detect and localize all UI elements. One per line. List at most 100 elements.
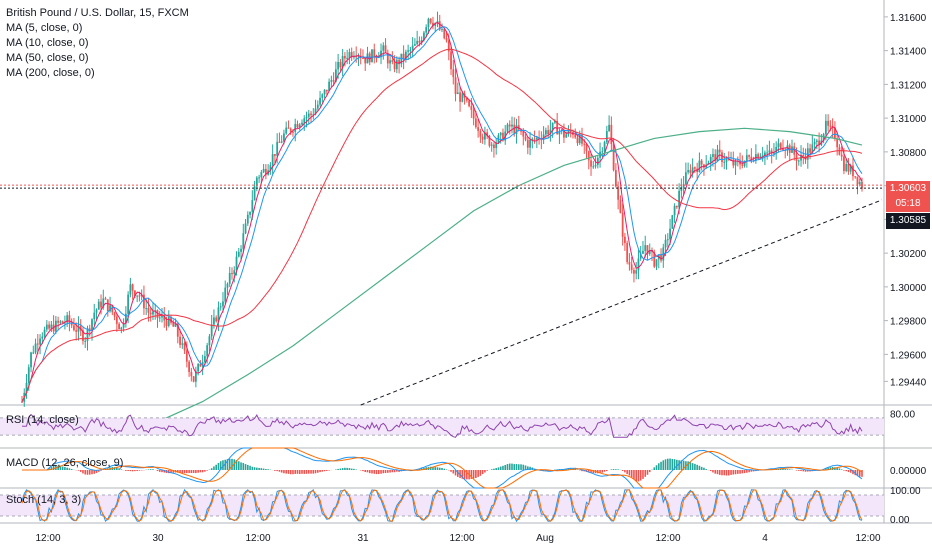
macd-histogram-bar — [574, 469, 577, 470]
macd-histogram-bar — [612, 469, 615, 470]
candle-body — [271, 154, 274, 166]
candle-body — [513, 124, 516, 134]
candle-body — [770, 150, 773, 154]
macd-histogram-bar — [125, 470, 127, 471]
macd-histogram-bar — [504, 464, 507, 470]
legend-ma5[interactable]: MA (5, close, 0) — [6, 22, 83, 34]
macd-histogram-bar — [836, 467, 838, 470]
candle-body — [75, 330, 78, 332]
macd-histogram-bar — [481, 470, 484, 475]
candle-body — [745, 155, 748, 161]
candle-body — [174, 323, 177, 327]
candle-body — [646, 245, 649, 254]
candle-body — [122, 323, 125, 328]
rsi-label[interactable]: RSI (14, close) — [6, 414, 79, 426]
candle-body — [583, 143, 586, 145]
macd-histogram-bar — [648, 470, 651, 473]
macd-histogram-bar — [639, 470, 642, 481]
candle-body — [664, 239, 667, 248]
candle-body — [472, 109, 475, 119]
macd-histogram-bar — [515, 464, 518, 470]
macd-label[interactable]: MACD (12, 26, close, 9) — [6, 457, 124, 469]
candle-body — [836, 138, 839, 148]
candle-body — [341, 55, 344, 68]
macd-histogram-bar — [522, 464, 525, 470]
legend-ma200[interactable]: MA (200, close, 0) — [6, 67, 95, 79]
candle-body — [25, 382, 28, 393]
candle-body — [274, 154, 276, 156]
macd-histogram-bar — [177, 470, 179, 473]
macd-histogram-bar — [667, 458, 669, 470]
macd-histogram-bar — [303, 470, 306, 474]
macd-histogram-bar — [852, 470, 854, 475]
candle-body — [77, 325, 80, 332]
candle-body — [319, 97, 321, 105]
candle-body — [332, 80, 335, 82]
macd-histogram-bar — [276, 470, 278, 472]
legend-ma10[interactable]: MA (10, close, 0) — [6, 37, 89, 49]
macd-histogram-bar — [660, 461, 662, 470]
candle-body — [418, 40, 421, 43]
candle-body — [109, 305, 111, 312]
candle-body — [791, 146, 793, 153]
candle-body — [802, 154, 805, 157]
macd-histogram-bar — [590, 470, 592, 473]
candle-body — [373, 49, 376, 58]
macd-histogram-bar — [723, 470, 726, 476]
chart-legend: British Pound / U.S. Dollar, 15, FXCM MA… — [6, 6, 189, 81]
candle-body — [246, 214, 249, 224]
candle-body — [61, 321, 64, 323]
macd-histogram-bar — [680, 460, 683, 470]
candle-body — [400, 53, 403, 65]
macd-histogram-bar — [158, 470, 161, 472]
candle-body — [292, 131, 294, 133]
macd-histogram-bar — [274, 470, 276, 471]
macd-histogram-bar — [463, 470, 466, 480]
macd-histogram-bar — [231, 458, 233, 470]
candle-body — [131, 284, 134, 291]
stoch-label[interactable]: Stoch (14, 3, 3) — [6, 494, 82, 506]
macd-histogram-bar — [732, 470, 735, 475]
candle-body — [558, 131, 561, 135]
candle-body — [725, 158, 728, 162]
macd-histogram-bar — [215, 464, 217, 470]
macd-histogram-bar — [201, 470, 204, 473]
candle-body — [226, 283, 229, 288]
candle-body — [404, 51, 407, 60]
macd-histogram-bar — [495, 468, 497, 470]
candle-body — [118, 323, 120, 330]
candle-body — [161, 315, 163, 318]
price-tick-label: 1.29440 — [890, 377, 927, 388]
macd-histogram-bar — [698, 465, 701, 470]
macd-histogram-bar — [441, 467, 443, 470]
macd-histogram-bar — [457, 470, 459, 477]
macd-histogram-bar — [700, 466, 703, 470]
candle-body — [556, 120, 559, 135]
candle-body — [605, 131, 608, 143]
macd-histogram-bar — [179, 470, 181, 474]
macd-histogram-bar — [398, 470, 400, 472]
macd-histogram-bar — [353, 468, 355, 470]
candle-body — [637, 258, 640, 271]
candle-body — [176, 323, 179, 337]
candle-body — [386, 52, 389, 64]
legend-ma50[interactable]: MA (50, close, 0) — [6, 52, 89, 64]
candle-body — [264, 168, 267, 175]
candle-body — [260, 172, 263, 178]
candle-body — [502, 132, 504, 141]
candle-body — [592, 166, 595, 168]
macd-histogram-bar — [420, 468, 423, 470]
macd-tick-label: 0.00000 — [890, 466, 927, 477]
candle-body — [639, 253, 642, 259]
candle-body — [215, 317, 218, 322]
candle-body — [316, 104, 319, 109]
candle-body — [21, 401, 23, 403]
ma200-line — [157, 127, 863, 423]
candle-body — [768, 150, 771, 153]
candle-body — [420, 40, 423, 43]
macd-histogram-bar — [610, 469, 613, 470]
macd-histogram-bar — [59, 465, 62, 470]
macd-histogram-bar — [718, 470, 721, 475]
candle-body — [170, 316, 172, 323]
